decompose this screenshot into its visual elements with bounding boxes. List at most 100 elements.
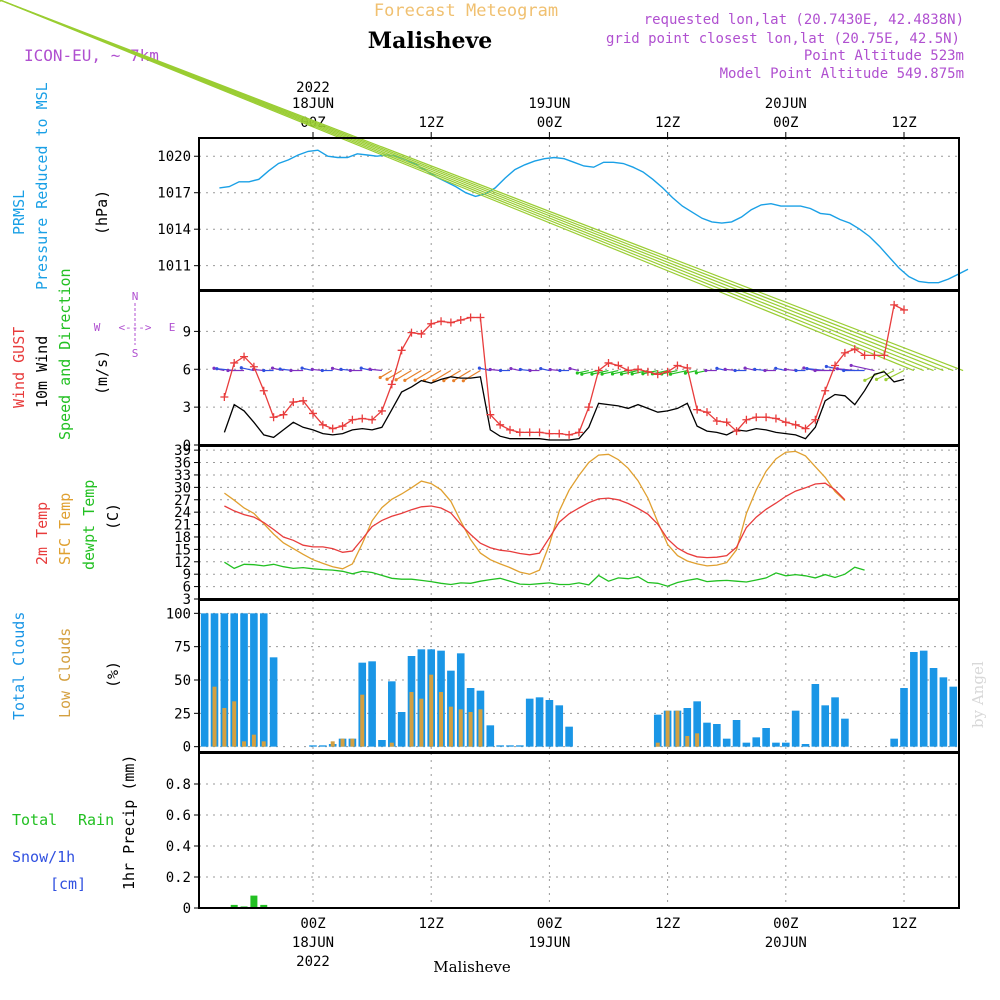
temp-tick-label: 6: [183, 580, 191, 596]
wind-arrow: [0, 0, 934, 372]
precip-unit: 1hr Precip (mm): [120, 755, 138, 890]
wind-arrow-head: [842, 368, 846, 373]
wind-arrow-head: [239, 366, 243, 370]
total-cloud-bar: [811, 684, 820, 747]
gust-marker: [240, 352, 249, 361]
wind-arrow-head: [320, 368, 324, 373]
wind-arrow-head: [413, 378, 417, 382]
clouds-unit: (%): [104, 661, 122, 688]
wind-arrow-head: [794, 368, 798, 373]
wind-arrow: [0, 0, 915, 372]
wind-arrow: [670, 369, 688, 375]
watermark: by Angel: [969, 661, 987, 728]
wind-arrow: [876, 369, 895, 380]
total-cloud-bar: [456, 653, 465, 747]
gust-marker: [781, 418, 790, 427]
gust-marker: [397, 346, 406, 355]
wind-arrow: [591, 369, 609, 375]
low-cloud-bar: [251, 734, 256, 747]
wind-tick-label: 3: [183, 400, 191, 416]
low-cloud-bar: [389, 742, 394, 747]
location-title: Malisheve: [368, 28, 492, 54]
gust-marker: [427, 319, 436, 328]
model-altitude: Model Point Altitude 549.875m: [720, 66, 964, 82]
time-label-top: 18JUN: [292, 96, 334, 112]
temp-tick-label: 30: [174, 480, 191, 496]
time-label-top: 2022: [296, 80, 330, 96]
wind-arrow-head: [694, 371, 698, 375]
wind-arrow-head: [668, 372, 673, 376]
total-cloud-bar: [210, 613, 219, 747]
total-cloud-bar: [319, 745, 327, 747]
wind-arrow-head: [215, 367, 219, 371]
clouds-tick-label: 25: [174, 706, 191, 722]
grid-point-coords: grid point closest lon,lat (20.75E, 42.5…: [606, 31, 960, 47]
total-cloud-bar: [506, 745, 514, 747]
total-cloud-bar: [259, 613, 268, 747]
rain-bar: [230, 904, 238, 908]
wind-tick-label: 6: [183, 362, 191, 378]
total-cloud-bar: [949, 686, 958, 747]
total-cloud-bar: [486, 725, 495, 747]
precip-labels: Total Rain Snow/1h [cm] 1hr Precip (mm): [12, 755, 138, 893]
total-cloud-bar: [250, 613, 258, 747]
clouds-tick-label: 0: [183, 740, 191, 756]
wind-arrow: [490, 368, 501, 372]
total-cloud-bar: [388, 681, 396, 747]
wind-arrow-head: [704, 368, 708, 373]
gust-marker: [663, 367, 672, 376]
wind-arrow: [0, 0, 964, 372]
time-label-bottom: 12Z: [655, 916, 680, 932]
gust-marker: [643, 367, 652, 376]
wind-arrow: [424, 370, 442, 382]
gust-marker: [417, 329, 426, 338]
total-cloud-bar: [801, 744, 810, 747]
total-cloud-bar: [841, 718, 849, 747]
total-cloud-bar: [309, 745, 317, 747]
temp-tick-label: 39: [174, 443, 191, 459]
wind-arrow-head: [498, 368, 503, 373]
wind-arrow-head: [461, 379, 465, 383]
gust-marker: [624, 366, 633, 375]
low-cloud-bar: [695, 733, 700, 747]
sfc-temp-label: SFC Temp: [56, 493, 74, 565]
temp-unit: (C): [104, 503, 122, 530]
wind-arrow-head: [385, 377, 389, 381]
wind-arrow-head: [715, 366, 719, 370]
total-cloud-bar: [368, 661, 376, 747]
wind-arrow-head: [733, 368, 737, 373]
wind-arrow: [621, 369, 639, 375]
rain-bar: [260, 904, 268, 908]
time-label-top: 20JUN: [765, 96, 807, 112]
total-cloud-bar: [703, 722, 711, 747]
total-cloud-bar: [545, 700, 554, 747]
gust-marker: [358, 414, 367, 423]
rain-label: Rain: [78, 811, 114, 829]
wind-arrow-head: [763, 368, 767, 373]
low-cloud-bar: [242, 741, 247, 747]
gust-marker: [732, 427, 741, 436]
total-cloud-bar: [378, 740, 386, 747]
precip-tick-label: 0.8: [166, 777, 191, 793]
gust-marker: [604, 358, 613, 367]
wind-arrow-head: [226, 368, 230, 373]
gust-marker: [634, 365, 643, 374]
total-cloud-bar: [890, 738, 898, 747]
total-cloud-bar: [683, 708, 692, 747]
total-cloud-bar: [713, 724, 721, 747]
time-label-top: 19JUN: [528, 96, 570, 112]
gust-marker: [338, 422, 347, 431]
total-cloud-bar: [910, 652, 918, 747]
wind-arrow: [395, 370, 412, 381]
clouds-tick-label: 100: [166, 606, 191, 622]
wind-unit: (m/s): [93, 350, 111, 395]
gust-marker: [574, 428, 583, 437]
low-cloud-bar: [222, 708, 227, 747]
wind-arrow: [404, 370, 422, 381]
gust-marker: [762, 413, 771, 422]
temp-tick-label: 33: [174, 468, 191, 484]
gust-marker: [900, 305, 908, 314]
total-cloud-bar: [555, 705, 564, 747]
total-cloud-bar: [762, 728, 770, 747]
wind-direction-arrows: [0, 0, 964, 383]
